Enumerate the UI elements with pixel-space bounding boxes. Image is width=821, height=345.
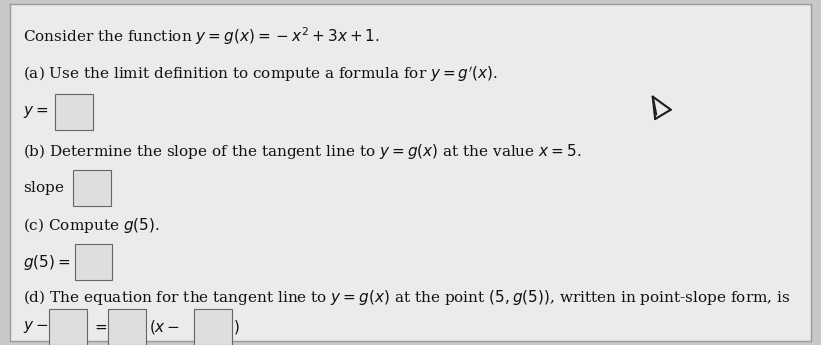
Text: $y = $: $y = $ bbox=[23, 104, 48, 120]
FancyBboxPatch shape bbox=[10, 4, 811, 341]
Text: $)$: $)$ bbox=[233, 318, 240, 336]
Text: (a) Use the limit definition to compute a formula for $y = g'(x)$.: (a) Use the limit definition to compute … bbox=[23, 65, 498, 84]
FancyBboxPatch shape bbox=[49, 309, 87, 345]
FancyBboxPatch shape bbox=[73, 170, 111, 206]
Text: $=$: $=$ bbox=[92, 320, 108, 334]
FancyBboxPatch shape bbox=[108, 309, 146, 345]
Text: $(x-$: $(x-$ bbox=[149, 318, 181, 336]
Text: (d) The equation for the tangent line to $y = g(x)$ at the point $(5, g(5))$, wr: (d) The equation for the tangent line to… bbox=[23, 288, 791, 307]
FancyBboxPatch shape bbox=[55, 94, 93, 130]
Text: slope $=$: slope $=$ bbox=[23, 179, 85, 197]
FancyBboxPatch shape bbox=[194, 309, 232, 345]
FancyBboxPatch shape bbox=[75, 244, 112, 280]
Text: $y-$: $y-$ bbox=[23, 319, 48, 335]
Text: (c) Compute $g(5)$.: (c) Compute $g(5)$. bbox=[23, 216, 160, 236]
Text: Consider the function $y = g(x) = -x^2 + 3x + 1$.: Consider the function $y = g(x) = -x^2 +… bbox=[23, 26, 380, 47]
Text: (b) Determine the slope of the tangent line to $y = g(x)$ at the value $x = 5$.: (b) Determine the slope of the tangent l… bbox=[23, 142, 581, 161]
Text: $g(5) = $: $g(5) = $ bbox=[23, 253, 71, 272]
